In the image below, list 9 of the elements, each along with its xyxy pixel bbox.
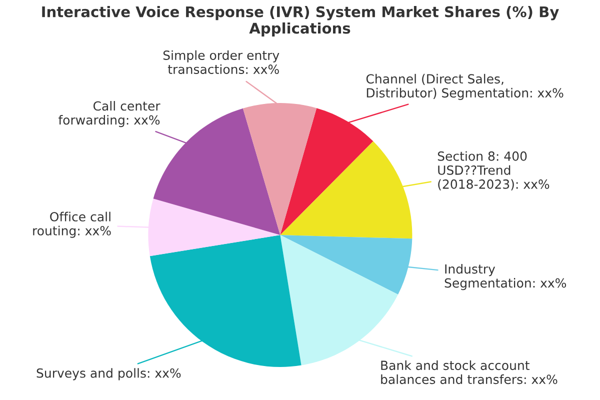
chart-title: Interactive Voice Response (IVR) System Market Shares (%) By Applications <box>42 6 559 37</box>
slice-label: Channel (Direct Sales, Distributor) Segmentation: xx% <box>366 74 564 100</box>
slice-label: Call center forwarding: xx% <box>58 101 160 128</box>
slice-label: Bank and stock account balances and transfers: xx% <box>381 360 558 384</box>
slice-label: Section 8: 400 USD??Trend (2018-2023): xx% <box>438 151 550 190</box>
slice-label: Industry Segmentation: xx% <box>444 264 566 290</box>
slice-label: Office call routing: xx% <box>33 212 111 238</box>
slice-label: Simple order entry transactions: xx% <box>163 50 280 74</box>
slice-label: Surveys and polls: xx% <box>36 368 181 380</box>
